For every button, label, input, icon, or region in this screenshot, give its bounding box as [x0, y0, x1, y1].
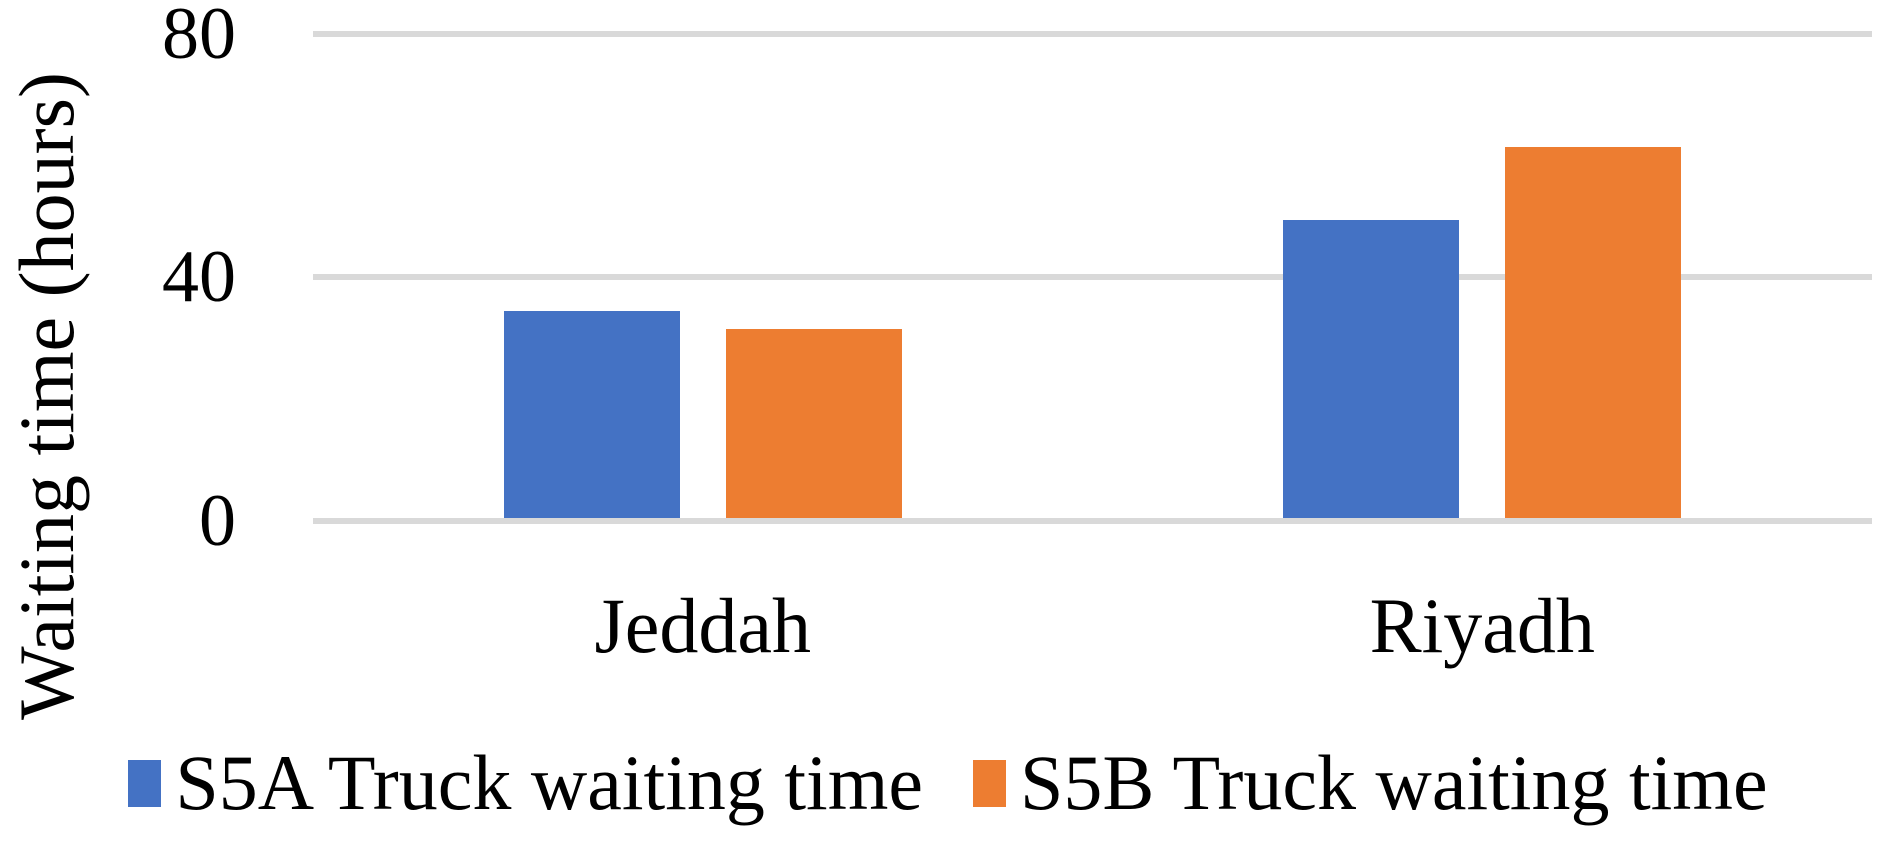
- bar-riyadh-s5a: [1283, 220, 1460, 518]
- y-axis-title: Waiting time (hours): [3, 72, 90, 720]
- x-category-label-riyadh: Riyadh: [1369, 582, 1595, 669]
- gridline-0: [313, 518, 1872, 524]
- x-category-label-jeddah: Jeddah: [594, 582, 812, 669]
- gridline-40: [313, 274, 1872, 281]
- legend-swatch-icon-s5a: [128, 759, 162, 807]
- bar-riyadh-s5b: [1505, 147, 1682, 518]
- legend-item-s5b: S5B Truck waiting time: [973, 742, 1768, 824]
- y-tick-label-0: 0: [199, 480, 236, 562]
- legend-swatch-icon-s5b: [973, 759, 1006, 807]
- bar-jeddah-s5b: [725, 329, 902, 518]
- legend: S5A Truck waiting time S5B Truck waiting …: [0, 742, 1896, 824]
- legend-label-s5a: S5A Truck waiting time: [175, 739, 923, 826]
- legend-label-s5b: S5B Truck waiting time: [1020, 739, 1768, 826]
- legend-item-s5a: S5A Truck waiting time: [128, 742, 923, 824]
- bar-jeddah-s5a: [503, 311, 680, 518]
- y-tick-label-80: 80: [162, 0, 236, 75]
- y-tick-label-40: 40: [162, 236, 236, 319]
- gridline-80: [313, 30, 1872, 37]
